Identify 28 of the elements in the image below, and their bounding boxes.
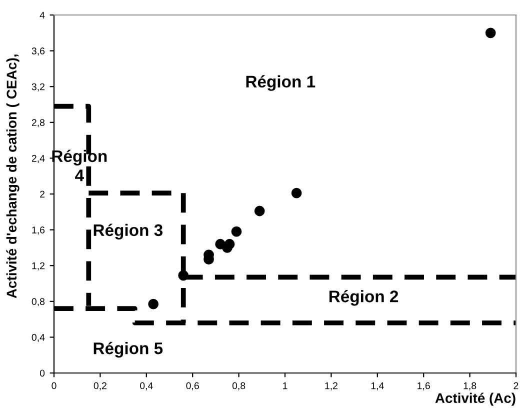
annotation: Région 3 (94, 224, 163, 240)
y-tick-label: 3,2 (32, 83, 44, 92)
x-tick-label: 0,2 (94, 382, 106, 390)
y-tick-label: 1,6 (32, 226, 45, 235)
x-tick-label: 1,4 (371, 382, 384, 390)
y-tick-label: 4 (40, 12, 45, 19)
x-tick-label: 1,2 (325, 382, 338, 390)
x-tick-label: 0,8 (232, 382, 246, 390)
y-tick-label: 2,4 (32, 154, 45, 163)
y-tick-label: 3,6 (32, 48, 45, 56)
x-tick-label: 1,8 (464, 382, 476, 390)
x-tick-label: 0,6 (186, 382, 199, 390)
x-axis-title: Activité (Ac) (435, 392, 516, 406)
x-tick-label: 0 (52, 382, 56, 390)
y-tick-label: 2,8 (32, 119, 45, 128)
y-tick-label: 2 (40, 190, 44, 198)
y-tick-label: 0,8 (32, 298, 45, 306)
y-tick-label: 1,2 (32, 262, 44, 270)
annotation: Région 1 (246, 75, 316, 91)
y-tick-label: 0 (40, 370, 45, 377)
y-axis-title: Activité d'echange de cation ( CEAc), (6, 54, 20, 298)
y-tick-label: 0,4 (32, 334, 45, 342)
x-tick-label: 1 (283, 382, 288, 390)
x-tick-label: 2 (514, 382, 518, 390)
x-tick-label: 1,6 (418, 382, 430, 390)
annotation: Région 5 (94, 342, 163, 358)
x-tick-label: 0,4 (140, 382, 153, 390)
annotation: Région 2 (329, 290, 398, 306)
